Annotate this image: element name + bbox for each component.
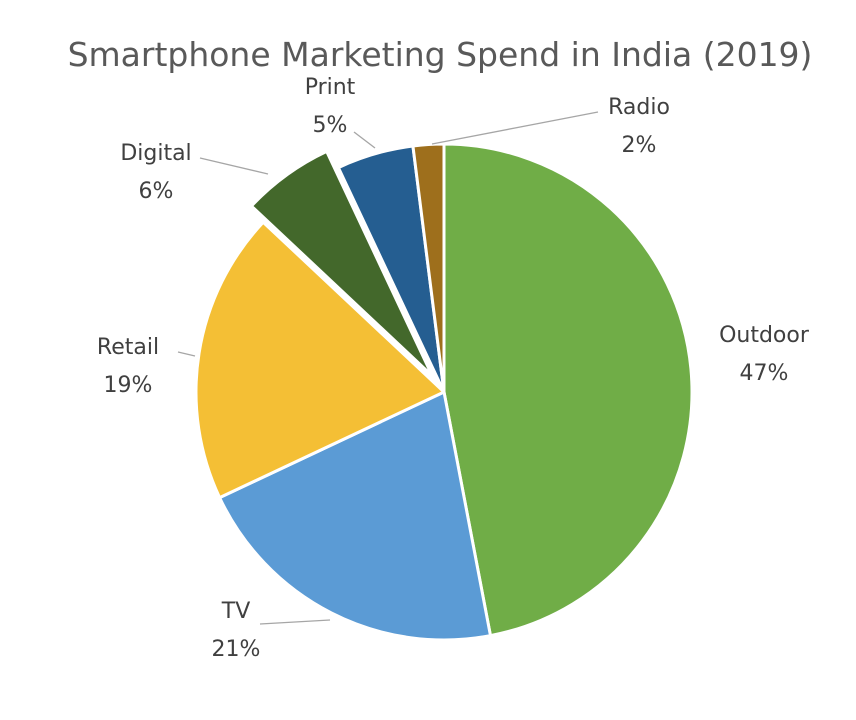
leader-line-print [353, 131, 376, 149]
slice-value-tv: 21% [212, 637, 261, 662]
slice-label-outdoor: Outdoor [719, 323, 810, 348]
leader-lines [177, 111, 599, 625]
slice-label-tv: TV [221, 599, 251, 624]
leader-line-tv [259, 619, 331, 625]
pie-slices [194, 142, 694, 642]
slice-value-digital: 6% [139, 179, 174, 204]
slice-label-digital: Digital [120, 141, 191, 166]
leader-line-radio [431, 111, 599, 145]
pie-slice-retail [194, 220, 446, 500]
pie-slice-outdoor [442, 142, 694, 638]
slice-labels: Outdoor 47% TV 21% Retail 19% Digital 6% Print 5%… [97, 75, 810, 662]
slice-value-print: 5% [313, 113, 348, 138]
leader-line-digital [199, 157, 269, 175]
slice-label-radio: Radio [608, 95, 670, 120]
slice-value-outdoor: 47% [740, 361, 789, 386]
pie-slice-radio [411, 142, 446, 394]
leader-line-retail [177, 351, 196, 357]
slice-value-retail: 19% [104, 373, 153, 398]
chart-title: Smartphone Marketing Spend in India (201… [68, 35, 813, 74]
slice-value-radio: 2% [622, 133, 657, 158]
slice-label-retail: Retail [97, 335, 159, 360]
pie-slice-digital [249, 149, 434, 378]
pie-slice-tv [218, 390, 492, 642]
slice-label-print: Print [305, 75, 356, 100]
